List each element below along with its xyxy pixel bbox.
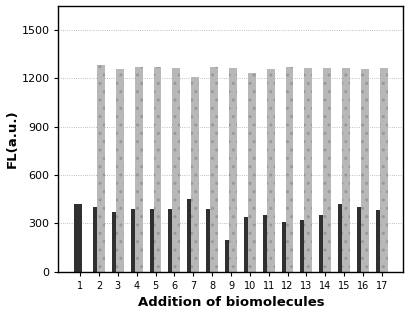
Bar (112, 212, 120, 272)
Bar (150, 209, 157, 272)
Bar (131, 209, 139, 272)
Bar (135, 67, 143, 272)
Bar (74, 204, 82, 272)
Bar (116, 68, 124, 272)
Bar (361, 68, 369, 272)
Bar (301, 220, 308, 272)
Bar (229, 68, 237, 272)
Bar (323, 68, 331, 272)
Bar (169, 209, 176, 272)
Bar (376, 210, 384, 272)
Bar (263, 215, 271, 272)
Bar (342, 68, 350, 272)
Bar (267, 69, 274, 272)
Y-axis label: FL(a.u.): FL(a.u.) (6, 109, 18, 168)
Bar (173, 68, 180, 272)
Bar (210, 67, 218, 272)
Bar (225, 240, 233, 272)
Bar (206, 209, 214, 272)
Bar (248, 73, 256, 272)
Bar (380, 68, 388, 272)
Bar (187, 199, 195, 272)
Bar (285, 67, 294, 272)
Bar (319, 215, 327, 272)
Bar (93, 207, 101, 272)
Bar (304, 68, 312, 272)
Bar (191, 77, 199, 272)
Bar (282, 222, 290, 272)
Bar (244, 217, 252, 272)
X-axis label: Addition of biomolecules: Addition of biomolecules (138, 296, 324, 309)
Bar (97, 65, 105, 272)
Bar (153, 67, 162, 272)
Bar (357, 207, 365, 272)
Bar (338, 204, 346, 272)
